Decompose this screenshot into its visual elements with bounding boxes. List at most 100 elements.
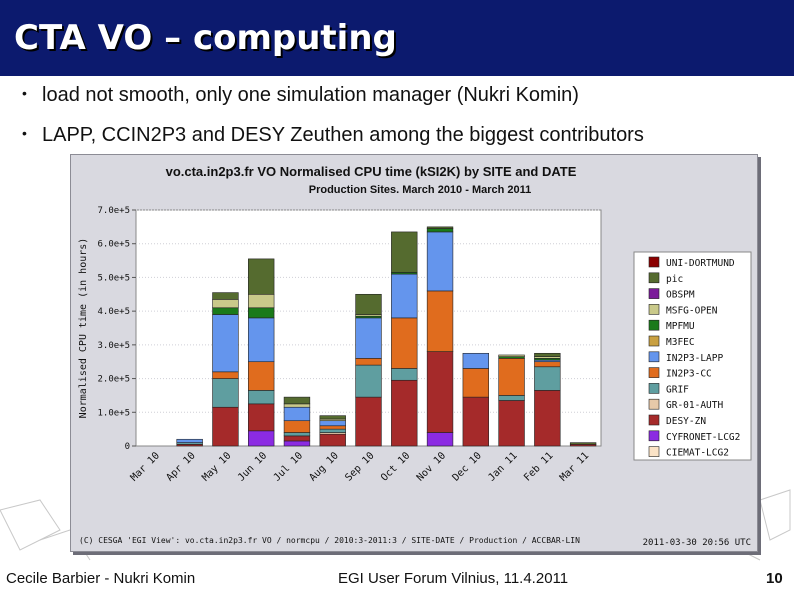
bar-segment [319, 425, 346, 430]
bar-segment [462, 368, 489, 398]
y-tick-label: 4.0e+5 [97, 307, 130, 317]
legend-swatch [648, 256, 660, 268]
legend-swatch [648, 335, 660, 347]
legend: UNI-DORTMUND pic OBSPM MSFG-OPEN MPFMU M3FEC I… [648, 256, 740, 459]
footer-authors: Cecile Barbier - Nukri Komin [6, 570, 196, 587]
bar-segment [212, 406, 239, 447]
legend-swatch [648, 430, 660, 442]
legend-swatch [648, 304, 660, 315]
x-tick-label: Mar 10 [129, 450, 162, 483]
x-tick-label: Nov 10 [415, 450, 448, 483]
y-tick-label: 1.0e+5 [97, 408, 130, 418]
bar-segment [391, 379, 418, 447]
bar-segment [283, 406, 311, 422]
chart-subtitle: Production Sites. March 2010 - March 201… [309, 184, 532, 196]
legend-label: CYFRONET-LCG2 [666, 432, 740, 443]
x-tick-label: Jun 10 [236, 450, 269, 483]
bar-segment [248, 317, 275, 363]
title-bar: CTA VO – computing [0, 0, 794, 76]
bar-segment [212, 307, 239, 315]
bullet-1: • load not smooth, only one simulation ma… [22, 84, 579, 107]
legend-swatch [648, 446, 660, 457]
bar-segment [355, 317, 382, 359]
bar-segment [283, 396, 311, 405]
bar-segment [248, 293, 275, 309]
bar-segment [426, 290, 454, 352]
bar-segment [283, 403, 311, 408]
legend-swatch [648, 272, 660, 284]
legend-label: IN2P3-LAPP [666, 353, 723, 364]
bar-segment [498, 358, 525, 396]
y-tick-label: 7.0e+5 [97, 206, 130, 216]
bar-segment [355, 396, 382, 447]
bullet-2-text: LAPP, CCIN2P3 and DESY Zeuthen among the… [42, 124, 644, 146]
slide-number: 10 [766, 570, 783, 587]
y-tick-label: 3.0e+5 [97, 341, 130, 351]
legend-label: IN2P3-CC [666, 369, 712, 380]
stacked-bar-chart: vo.cta.in2p3.fr VO Normalised CPU time (… [78, 164, 752, 548]
legend-swatch [648, 319, 660, 331]
bar-segment [319, 433, 346, 447]
legend-label: GRIF [666, 384, 689, 395]
bar-segment [391, 273, 418, 319]
bullet-2: • LAPP, CCIN2P3 and DESY Zeuthen among th… [22, 124, 644, 147]
legend-swatch [648, 383, 660, 394]
bar-segment [534, 352, 561, 357]
bar-segment [283, 420, 311, 433]
chart-panel: vo.cta.in2p3.fr VO Normalised CPU time (… [70, 154, 758, 552]
bar-segment [426, 432, 454, 447]
legend-swatch [648, 398, 660, 410]
bar-segment [534, 390, 561, 447]
legend-label: DESY-ZN [666, 416, 706, 427]
x-tick-label: Aug 10 [308, 450, 341, 483]
slide-title: CTA VO – computing [14, 18, 397, 58]
bar-segment [248, 307, 275, 319]
bar-segment [248, 403, 275, 432]
legend-swatch [648, 367, 660, 378]
chart-title: vo.cta.in2p3.fr VO Normalised CPU time (… [166, 164, 577, 179]
bar-segment [462, 352, 489, 369]
bar-segment [248, 258, 275, 295]
bullet-1-text: load not smooth, only one simulation man… [42, 84, 579, 106]
legend-label: MPFMU [666, 321, 695, 332]
x-tick-label: Apr 10 [164, 450, 197, 483]
footer-event: EGI User Forum Vilnius, 11.4.2011 [338, 570, 569, 587]
x-ticks: Mar 10 Apr 10 May 10 Jun 10 Jul 10 Aug 10 Sep … [129, 450, 592, 483]
chart-footnote: (C) CESGA 'EGI View': vo.cta.in2p3.fr VO… [79, 536, 580, 545]
y-tick-label: 2.0e+5 [97, 375, 130, 385]
bar-segment [462, 396, 489, 447]
bar-segment [426, 351, 454, 433]
bar-segment [319, 415, 346, 420]
legend-label: M3FEC [666, 337, 695, 348]
x-tick-label: Feb 11 [522, 450, 555, 483]
legend-label: CIEMAT-LCG2 [666, 448, 729, 459]
bar-segment [534, 366, 561, 391]
bullet-dot: • [22, 125, 27, 141]
x-tick-label: Dec 10 [451, 450, 484, 483]
bar-segment [391, 368, 418, 381]
bar-segment [534, 361, 561, 368]
bar-segment [319, 428, 346, 433]
legend-label: MSFG-OPEN [666, 305, 718, 316]
x-tick-label: Sep 10 [343, 450, 376, 483]
bar-segment [283, 440, 311, 447]
bar-segment [498, 354, 525, 357]
bar-segment [426, 231, 454, 292]
bar-segment [355, 358, 382, 366]
x-tick-label: May 10 [200, 450, 233, 483]
legend-swatch [648, 288, 660, 299]
legend-label: GR-01-AUTH [666, 400, 723, 411]
bars [176, 226, 597, 447]
x-tick-label: Mar 11 [558, 450, 591, 483]
legend-swatch [648, 414, 660, 426]
bar-segment [391, 231, 418, 273]
bar-segment [426, 226, 454, 229]
legend-label: OBSPM [666, 290, 695, 301]
y-ticks: 0 1.0e+5 2.0e+5 3.0e+5 4.0e+5 5.0e+5 6.0e+5 7.0… [97, 206, 136, 452]
bar-segment [212, 292, 239, 300]
bar-segment [391, 317, 418, 369]
bar-segment [498, 395, 525, 401]
bar-segment [212, 378, 239, 408]
y-tick-label: 6.0e+5 [97, 240, 130, 250]
bar-segment [248, 390, 275, 405]
